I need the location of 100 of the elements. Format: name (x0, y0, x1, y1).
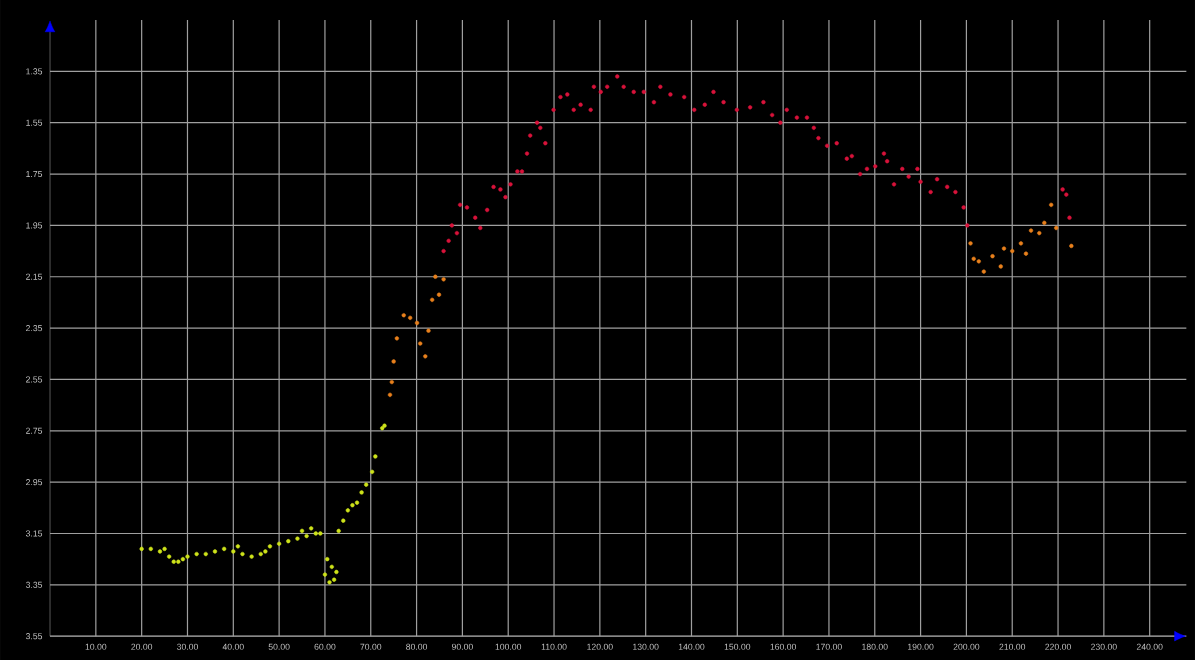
y-tick-label: 1.75 (26, 170, 43, 177)
x-tick-label: 180.00 (862, 643, 888, 650)
point (212, 549, 218, 554)
point (1018, 241, 1024, 246)
point (345, 508, 350, 513)
point (408, 315, 413, 320)
y-tick-label: 2.55 (26, 376, 43, 383)
point (299, 528, 305, 533)
point (171, 559, 176, 564)
x-tick-label: 90.00 (451, 643, 473, 650)
point (981, 269, 986, 274)
point (971, 256, 976, 261)
point (167, 554, 172, 559)
point (263, 549, 268, 554)
point (222, 546, 227, 551)
x-tick-label: 200.00 (953, 643, 980, 650)
y-tick-label: 2.75 (26, 427, 43, 434)
point (240, 551, 245, 557)
x-tick-label: 100.00 (495, 643, 522, 650)
point (1023, 251, 1029, 256)
point (176, 559, 181, 564)
point (373, 454, 378, 459)
y-tick-label: 2.35 (26, 324, 43, 332)
point (1028, 228, 1034, 233)
x-tick-label: 110.00 (541, 643, 567, 650)
point (304, 533, 309, 539)
y-tick-label: 2.15 (26, 273, 43, 280)
point (391, 359, 396, 364)
point (418, 341, 423, 346)
point (336, 528, 341, 533)
y-tick-label: 1.55 (26, 119, 43, 126)
x-tick-label: 240.00 (1136, 643, 1163, 650)
y-tick-label: 3.35 (25, 581, 43, 588)
x-tick-label: 190.00 (908, 643, 934, 650)
point (387, 392, 393, 397)
point (1001, 246, 1007, 251)
point (231, 549, 236, 554)
point (325, 556, 330, 562)
point (309, 526, 314, 531)
point (382, 423, 387, 428)
point (990, 253, 995, 259)
point (401, 313, 406, 318)
point (350, 503, 355, 508)
point (194, 551, 199, 557)
point (414, 320, 420, 326)
point (322, 572, 328, 577)
point (185, 554, 190, 559)
point (327, 580, 332, 585)
y-tick-label: 1.35 (26, 68, 43, 75)
point (318, 531, 323, 536)
point (364, 482, 369, 487)
y-tick-label: 2.95 (26, 478, 43, 486)
point (203, 551, 208, 557)
point (423, 354, 428, 359)
x-tick-label: 20.00 (131, 643, 153, 650)
x-tick-label: 50.00 (268, 643, 290, 650)
point (1054, 225, 1059, 231)
x-tick-label: 230.00 (1091, 643, 1117, 650)
x-tick-label: 210.00 (999, 643, 1026, 650)
point (389, 379, 394, 385)
point (162, 546, 167, 551)
x-tick-label: 30.00 (176, 643, 198, 650)
point (180, 556, 186, 562)
point (286, 538, 291, 544)
x-tick-label: 220.00 (1045, 643, 1071, 650)
x-tick-label: 70.00 (360, 643, 382, 650)
point (1010, 248, 1015, 254)
x-tick-label: 40.00 (222, 643, 244, 650)
point (354, 500, 360, 505)
point (148, 546, 153, 551)
point (1069, 243, 1074, 248)
point (334, 569, 339, 575)
x-tick-label: 140.00 (678, 643, 705, 650)
y-tick-label: 3.55 (25, 633, 43, 640)
point (295, 536, 300, 541)
point (1049, 202, 1054, 207)
point (436, 292, 442, 297)
x-tick-label: 120.00 (587, 643, 613, 650)
point (430, 297, 435, 302)
point (976, 259, 981, 264)
point (341, 518, 346, 523)
point (1042, 220, 1047, 225)
x-tick-label: 130.00 (633, 643, 659, 650)
x-tick-label: 160.00 (770, 643, 797, 650)
point (998, 264, 1003, 269)
x-tick-label: 10.00 (85, 643, 107, 650)
point (433, 274, 438, 279)
x-tick-label: 170.00 (816, 643, 842, 650)
point (276, 541, 282, 546)
point (394, 336, 400, 341)
point (329, 564, 334, 569)
point (370, 469, 375, 474)
x-tick-label: 80.00 (406, 643, 428, 650)
point (139, 546, 144, 551)
point (1037, 230, 1042, 236)
point (157, 549, 163, 554)
y-tick-label: 1.95 (26, 222, 43, 229)
x-tick-label: 150.00 (724, 643, 751, 650)
point (968, 241, 973, 246)
point (441, 277, 446, 282)
